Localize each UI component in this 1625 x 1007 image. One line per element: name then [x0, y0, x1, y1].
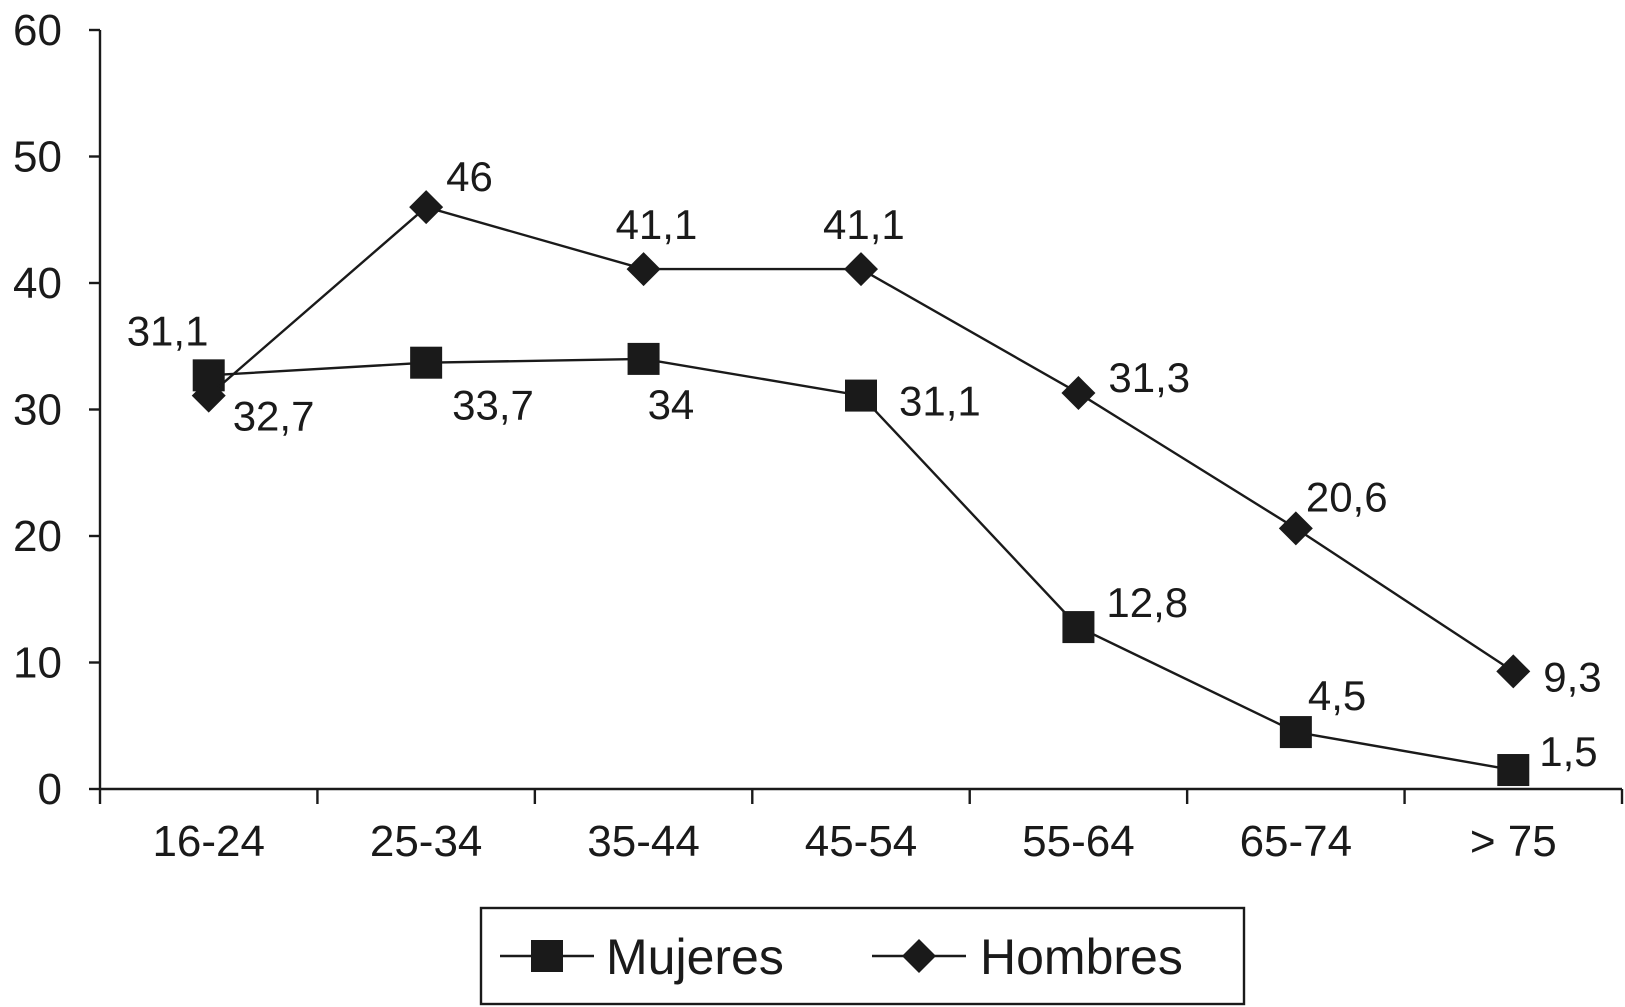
data-point-square [410, 346, 443, 379]
legend-item-hombres: Hombres [872, 929, 1183, 985]
x-tick-label: 65-74 [1240, 817, 1353, 866]
legend-marker-square [531, 940, 563, 972]
data-label: 32,7 [233, 392, 315, 439]
x-tick-label: 16-24 [152, 817, 265, 866]
data-point-square [1497, 754, 1530, 787]
data-point-square [1279, 716, 1312, 749]
y-tick-label: 0 [38, 765, 62, 814]
x-tick-label: 55-64 [1022, 817, 1135, 866]
legend-marker-diamond [902, 939, 936, 973]
data-point-diamond [1061, 376, 1096, 411]
x-tick-label: 35-44 [587, 817, 700, 866]
series-mujeres: 32,7 33,7 34 31,1 12,8 4,5 1,5 [192, 342, 1598, 787]
data-label: 31,1 [127, 308, 209, 355]
x-tick-label: 25-34 [370, 817, 483, 866]
data-point-diamond [1496, 654, 1531, 689]
data-label: 31,3 [1108, 354, 1190, 401]
data-label: 20,6 [1306, 473, 1388, 520]
legend: Mujeres Hombres [479, 906, 1246, 1006]
data-point-square [845, 379, 877, 412]
y-ticks: 0 10 20 30 40 50 60 [13, 6, 100, 814]
y-tick-label: 60 [13, 6, 62, 55]
y-tick-label: 50 [13, 133, 62, 182]
data-point-diamond [1278, 511, 1313, 546]
y-tick-label: 40 [13, 259, 62, 308]
series-hombres: 31,1 46 41,1 41,1 31,3 20,6 9,3 [127, 153, 1602, 700]
data-label: 46 [446, 153, 493, 200]
data-point-diamond [626, 252, 661, 287]
data-label: 41,1 [823, 201, 905, 248]
data-point-diamond [409, 190, 444, 225]
y-tick-label: 30 [13, 386, 62, 435]
data-label: 1,5 [1539, 728, 1597, 775]
data-point-square [627, 342, 660, 375]
data-point-diamond [191, 378, 226, 413]
legend-box [479, 906, 1246, 1006]
legend-label: Mujeres [606, 929, 784, 985]
data-point-square [1062, 611, 1095, 644]
data-label: 41,1 [616, 201, 698, 248]
legend-items: Mujeres Hombres [500, 929, 1183, 985]
data-point-diamond [844, 252, 878, 287]
x-tick-label: 45-54 [805, 817, 918, 866]
legend-item-mujeres: Mujeres [500, 929, 784, 985]
y-tick-label: 20 [13, 512, 62, 561]
legend-label: Hombres [980, 929, 1183, 985]
data-label: 12,8 [1106, 579, 1188, 626]
data-label: 34 [648, 381, 695, 428]
data-label: 33,7 [452, 382, 534, 429]
data-label: 4,5 [1308, 672, 1366, 719]
data-label: 31,1 [899, 378, 981, 425]
y-tick-label: 10 [13, 639, 62, 688]
x-ticks: 16-24 25-34 35-44 45-54 55-64 65-74 > 75 [98, 789, 1624, 866]
x-tick-label: > 75 [1470, 817, 1557, 866]
data-label: 9,3 [1543, 653, 1601, 700]
